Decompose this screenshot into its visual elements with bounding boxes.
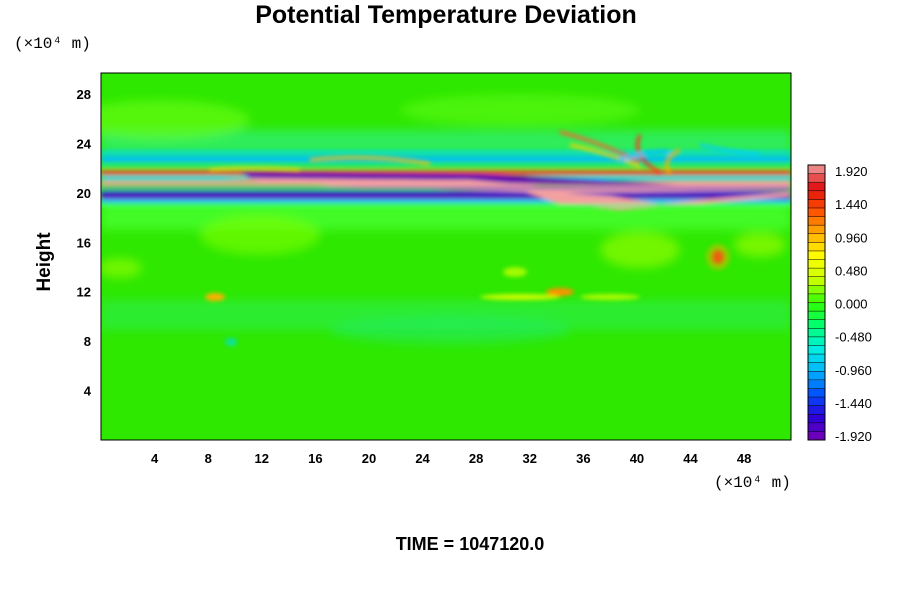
y-tick-label: 12 (77, 285, 91, 300)
x-tick-label: 32 (523, 451, 537, 466)
heatmap-wave-pattern (209, 130, 761, 175)
colorbar-tick-label: 0.480 (835, 263, 868, 278)
heatmap-field (101, 73, 791, 440)
colorbar-segment (808, 414, 825, 424)
x-tick-label: 8 (205, 451, 212, 466)
colorbar-segment (808, 328, 825, 338)
colorbar-segment (808, 336, 825, 346)
colorbar-segment (808, 190, 825, 200)
colorbar-tick-label: 1.440 (835, 197, 868, 212)
colorbar-frame (807, 164, 826, 441)
colorbar-segment (808, 405, 825, 415)
colorbar-tick-label: 0.000 (835, 297, 868, 312)
colorbar-segment (808, 379, 825, 389)
colorbar-tick-label: -1.920 (835, 429, 872, 444)
y-tick-label: 8 (84, 334, 91, 349)
x-tick-label: 4 (151, 451, 159, 466)
x-axis-ticks: 4 8 12 16 20 24 28 32 36 40 44 48 (151, 451, 751, 466)
y-tick-label: 28 (77, 87, 91, 102)
colorbar-tick-label: -0.480 (835, 330, 872, 345)
y-tick-label: 4 (84, 384, 92, 399)
y-unit-label: (×10⁴ m) (14, 35, 91, 53)
colorbar-tick-label: -0.960 (835, 363, 872, 378)
x-tick-label: 12 (255, 451, 269, 466)
colorbar-segment (808, 233, 825, 243)
chart-title: Potential Temperature Deviation (255, 1, 637, 29)
y-tick-label: 24 (77, 136, 92, 151)
x-tick-label: 44 (683, 451, 698, 466)
heatmap-small-features (205, 244, 730, 346)
colorbar (807, 164, 826, 441)
colorbar-segment (808, 354, 825, 364)
colorbar-segment (808, 242, 825, 252)
colorbar-segment (808, 165, 825, 174)
colorbar-tick-label: 1.920 (835, 164, 868, 179)
colorbar-segment (808, 293, 825, 303)
heatmap-main-bands (101, 150, 791, 210)
colorbar-tick-label: 0.960 (835, 230, 868, 245)
colorbar-segment (808, 397, 825, 407)
time-label: TIME = 1047120.0 (396, 534, 545, 554)
colorbar-segment (808, 216, 825, 226)
colorbar-segment (808, 250, 825, 260)
colorbar-segment (808, 199, 825, 209)
x-tick-label: 20 (362, 451, 376, 466)
colorbar-segment (808, 302, 825, 312)
heatmap-soft-patches (101, 94, 791, 344)
colorbar-segment (808, 225, 825, 235)
x-tick-label: 28 (469, 451, 483, 466)
colorbar-segment (808, 276, 825, 286)
colorbar-segment (808, 173, 825, 183)
plot-frame (100, 72, 792, 441)
colorbar-ticks: 1.920 1.440 0.960 0.480 0.000 -0.480 -0.960 -1.… (835, 164, 872, 444)
colorbar-segment (808, 207, 825, 217)
x-unit-label: (×10⁴ m) (714, 474, 791, 492)
colorbar-segment (808, 371, 825, 381)
x-tick-label: 48 (737, 451, 751, 466)
colorbar-segment (808, 311, 825, 321)
colorbar-segment (808, 268, 825, 278)
colorbar-segment (808, 362, 825, 372)
x-tick-label: 40 (630, 451, 644, 466)
colorbar-segment (808, 422, 825, 432)
colorbar-tick-label: -1.440 (835, 396, 872, 411)
colorbar-segment (808, 319, 825, 329)
colorbar-segment (808, 182, 825, 192)
colorbar-segment (808, 431, 825, 441)
colorbar-segment (808, 259, 825, 269)
colorbar-segment (808, 388, 825, 398)
x-tick-label: 24 (415, 451, 430, 466)
x-tick-label: 16 (308, 451, 322, 466)
colorbar-segment (808, 285, 825, 295)
y-tick-label: 20 (77, 186, 91, 201)
y-axis-label: Height (34, 232, 55, 292)
y-tick-label: 16 (77, 235, 91, 250)
y-axis-ticks: 4 8 12 16 20 24 28 (77, 87, 92, 399)
x-tick-label: 36 (576, 451, 590, 466)
colorbar-segment (808, 345, 825, 355)
